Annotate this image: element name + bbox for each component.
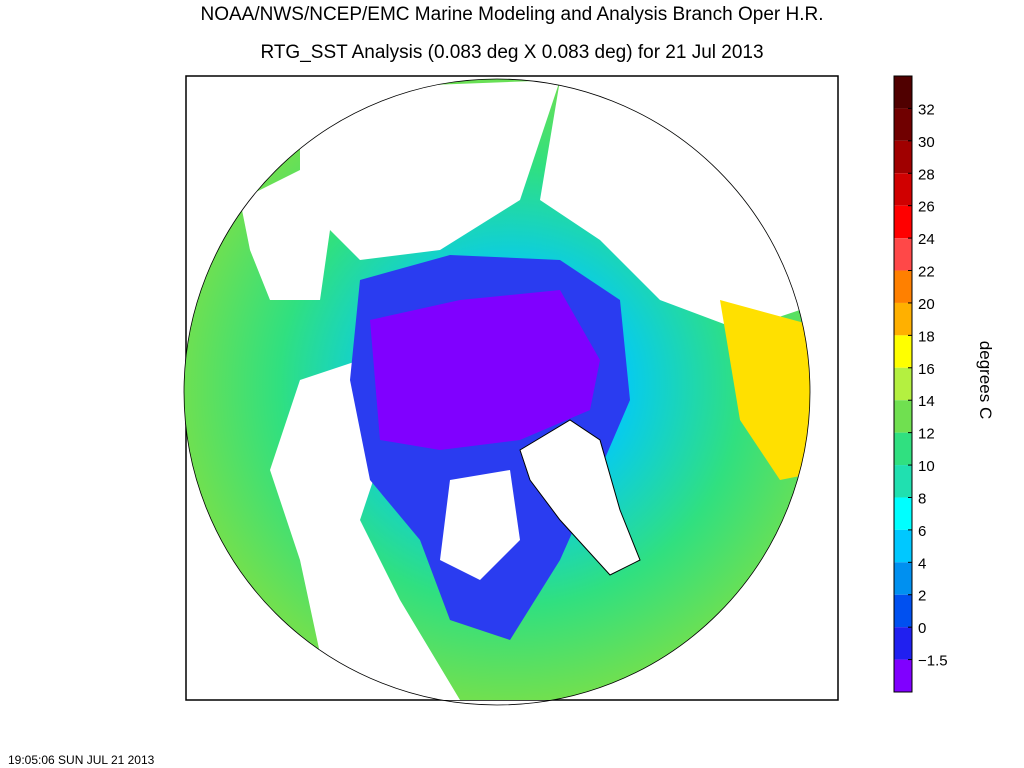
globe: [184, 79, 810, 700]
colorbar-tick-label: 10: [918, 458, 935, 475]
colorbar-tick-label: 32: [918, 101, 935, 118]
land-alaska: [240, 170, 330, 300]
colorbar-tick-label: 2: [918, 588, 926, 605]
colorbar-segment: [894, 76, 912, 109]
colorbar-label: degrees C: [976, 341, 995, 419]
title: NOAA/NWS/NCEP/EMC Marine Modeling and An…: [201, 4, 824, 25]
colorbar-segment: [894, 367, 912, 401]
warm-sea: [720, 300, 810, 480]
colorbar-segment: [894, 335, 912, 368]
colorbar-segment: [894, 529, 912, 563]
colorbar-segment: [894, 627, 912, 660]
colorbar-tick-label: 30: [918, 134, 935, 151]
timestamp: 19:05:06 SUN JUL 21 2013: [8, 753, 155, 767]
colorbar-segment: [894, 140, 912, 174]
colorbar-tick-label: 28: [918, 166, 935, 183]
land-eurasia: [540, 80, 810, 330]
land-greenland: [519, 419, 641, 576]
colorbar-segment: [894, 205, 912, 239]
colorbar-segment: [894, 270, 912, 303]
colorbar-tick-label: 18: [918, 328, 935, 345]
colorbar-frame: [893, 75, 913, 693]
colorbar-segment: [894, 497, 912, 530]
globe-edge: [183, 78, 811, 706]
colorbar-tick-label: 4: [918, 555, 926, 572]
subtitle: RTG_SST Analysis (0.083 deg X 0.083 deg)…: [260, 42, 763, 63]
colorbar-segment: [894, 432, 912, 466]
colorbar-tick-label: 0: [918, 620, 926, 637]
land-north-america: [270, 360, 460, 700]
colorbar-tick-label: 20: [918, 296, 935, 313]
colorbar-tick-label: 24: [918, 231, 935, 248]
colorbar-segment: [894, 108, 912, 141]
colorbar-tick-label: 6: [918, 523, 926, 540]
map: [183, 75, 839, 706]
colorbar-segment: [894, 659, 912, 692]
sea-ice: [370, 290, 600, 450]
colorbar-segment: [894, 173, 912, 206]
colorbar-tick-label: −1.5: [918, 653, 948, 670]
colorbar-segment: [894, 400, 912, 433]
colorbar-segment: [894, 562, 912, 595]
colorbar-segment: [894, 594, 912, 628]
colorbar-tick-label: 12: [918, 426, 935, 443]
colorbar-segment: [894, 465, 912, 498]
colorbar-segment: [894, 238, 912, 271]
colorbar-tick-label: 22: [918, 264, 935, 281]
colorbar-segment: [894, 302, 912, 336]
colorbar-tick-label: 16: [918, 361, 935, 378]
colorbar-tick-label: 14: [918, 393, 935, 410]
colorbar-tick-label: 8: [918, 490, 926, 507]
colorbar-tick-label: 26: [918, 199, 935, 216]
land-archipelago: [440, 470, 520, 580]
land-siberia: [300, 80, 560, 260]
